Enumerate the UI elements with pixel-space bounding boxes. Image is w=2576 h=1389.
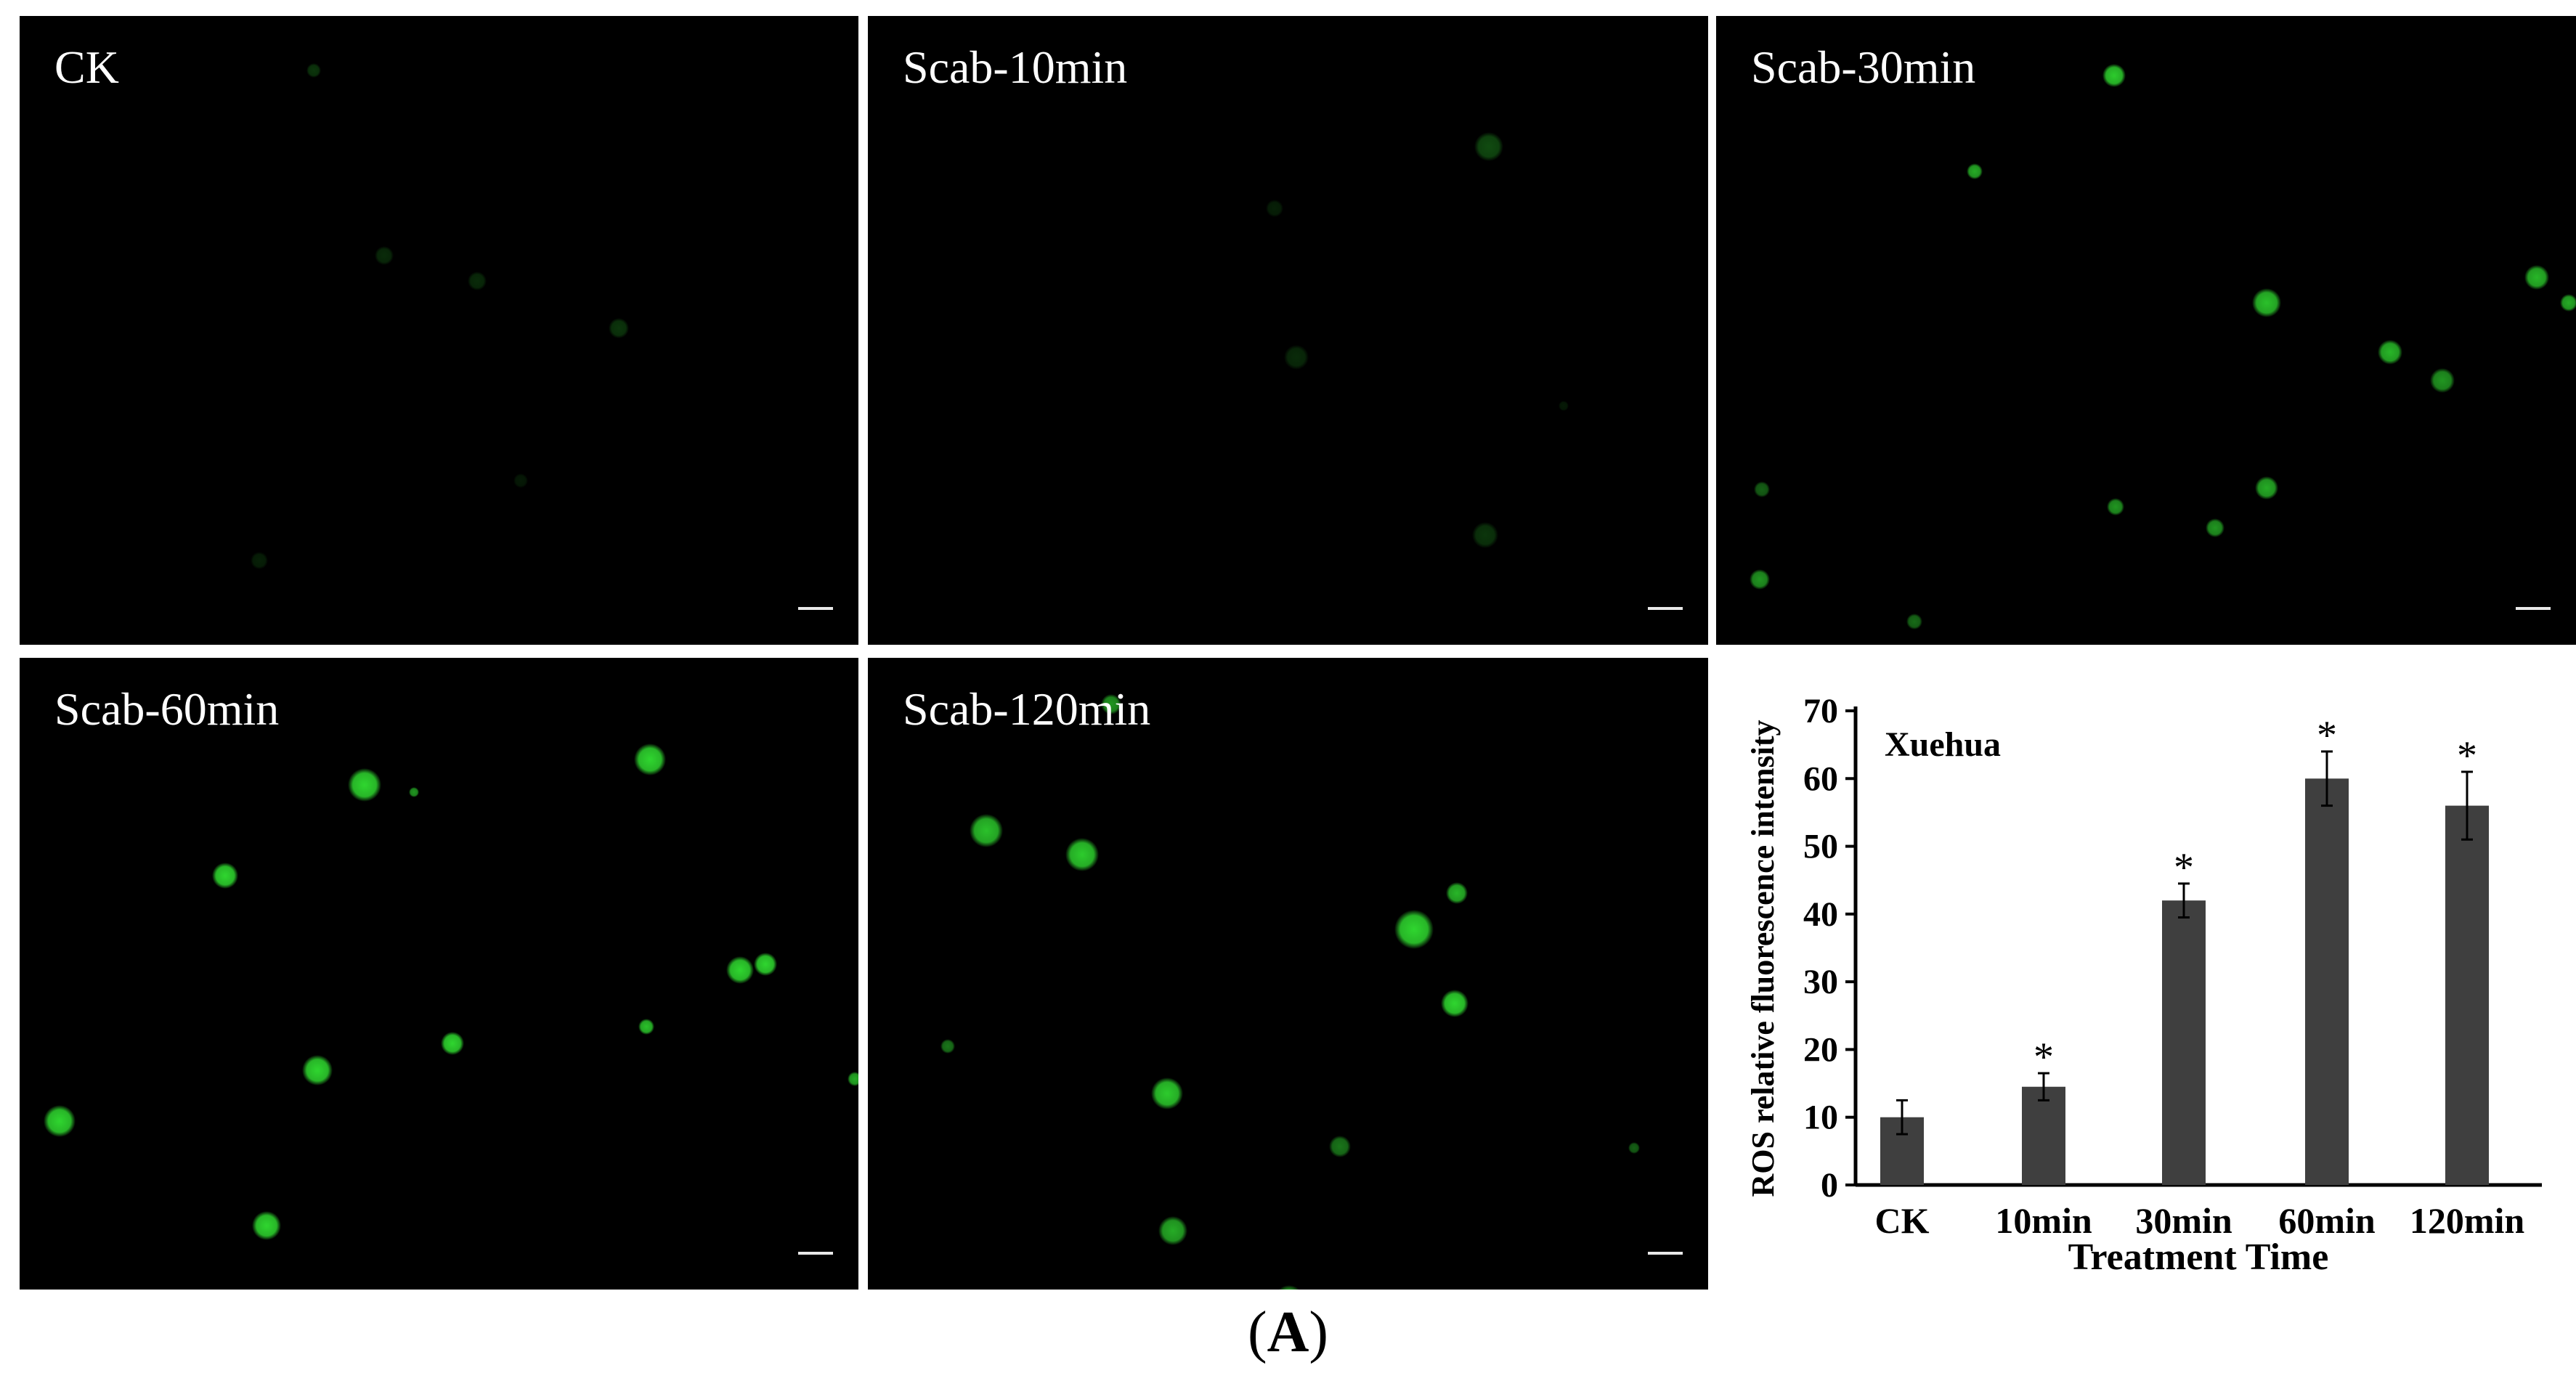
cell [44,1105,76,1137]
cell [848,1072,858,1086]
cell [2560,294,2576,311]
cell [2255,476,2278,500]
significance-mark: * [2033,1035,2054,1080]
micrograph-scab-120min: Scab-120min [868,658,1708,1290]
cell [468,272,487,290]
panel-label-scab-120min: Scab-120min [903,683,1151,735]
y-tick-label: 40 [1803,895,1838,934]
x-axis-label: Treatment Time [2068,1237,2329,1278]
y-tick-label: 20 [1803,1030,1838,1069]
y-axis-label: ROS relative fluorescence intensity [1745,720,1781,1197]
micrograph-scab-10min: Scab-10min [868,16,1708,645]
cell [1266,200,1283,217]
cell [1441,990,1468,1017]
cell [441,1032,464,1055]
bar-120min [2445,805,2489,1185]
cell [1278,1285,1300,1290]
scab-60min-cells [44,744,858,1255]
ck-cells [251,63,833,610]
chart-title: Xuehua [1885,725,2001,764]
cell [1329,1136,1351,1157]
cell [409,787,419,797]
ros-bar-chart: 0 10 20 30 40 50 60 70 CK * 10min * 30min * 60min * 120m… [1714,650,2576,1296]
significance-mark: * [2174,845,2194,890]
cell [609,318,629,338]
micrograph-scab-30min: Scab-30min [1716,16,2576,645]
micrograph-ck: CK [20,16,858,645]
panel-label-scab-30min: Scab-30min [1751,41,1976,93]
cell [2524,265,2549,290]
cell [2206,518,2224,537]
bar-30min [2162,900,2206,1185]
significance-mark: * [2457,733,2477,778]
cell [1472,522,1498,548]
cell [1967,163,1983,179]
cell [348,768,381,802]
cell [726,956,754,984]
cell [252,1211,281,1240]
y-tick-label: 60 [1803,759,1838,798]
cell [306,63,321,78]
cell [2378,340,2402,364]
y-tick-label: 0 [1821,1166,1838,1205]
cell [1628,1142,1640,1154]
cell [302,1055,333,1085]
cell [940,1039,955,1054]
scab-30min-cells [1750,64,2576,630]
cell [251,552,268,569]
cell [970,814,1003,847]
cell [513,473,528,488]
cell [1750,569,1770,590]
cell [1065,838,1099,871]
micrograph-scab-60min: Scab-60min [20,658,858,1290]
x-tick-label: 60min [2278,1200,2376,1241]
scab-10min-cells [1266,132,1683,610]
y-tick-label: 50 [1803,828,1838,866]
figure-label: (A) [1247,1300,1329,1364]
x-tick-label: 30min [2135,1200,2232,1241]
cell [2252,288,2281,317]
cell [2102,64,2126,87]
cell [1559,401,1569,411]
cell [1754,481,1770,497]
cell [1394,910,1434,949]
y-tick-label: 30 [1803,963,1838,1001]
y-tick-label: 10 [1803,1099,1838,1137]
cell [1707,1107,1708,1115]
bar-10min [2022,1086,2065,1185]
x-tick-label: 120min [2410,1200,2525,1241]
cell [2430,368,2455,393]
cell [754,953,777,976]
chart-svg: 0 10 20 30 40 50 60 70 CK * 10min * 30min * 60min * 120m… [1745,692,2542,1278]
cell [1101,694,1121,714]
cell [1284,345,1309,370]
cell [1158,1216,1187,1245]
x-tick-label: 10min [1995,1200,2092,1241]
scab-120min-cells [940,694,1708,1290]
cell [1151,1078,1183,1109]
cell [1474,132,1503,161]
panel-label-scab-10min: Scab-10min [903,41,1128,93]
y-tick-label: 70 [1803,692,1838,730]
x-tick-label: CK [1875,1200,1930,1241]
bar-60min [2305,778,2349,1185]
cell [212,863,238,889]
cell [1906,614,1922,630]
cell [375,246,394,265]
cell [1446,882,1468,904]
cell [2107,498,2124,516]
panel-label-ck: CK [54,41,119,93]
cell [638,1019,654,1035]
cell [634,744,666,775]
panel-label-scab-60min: Scab-60min [54,683,280,735]
significance-mark: * [2317,713,2337,758]
